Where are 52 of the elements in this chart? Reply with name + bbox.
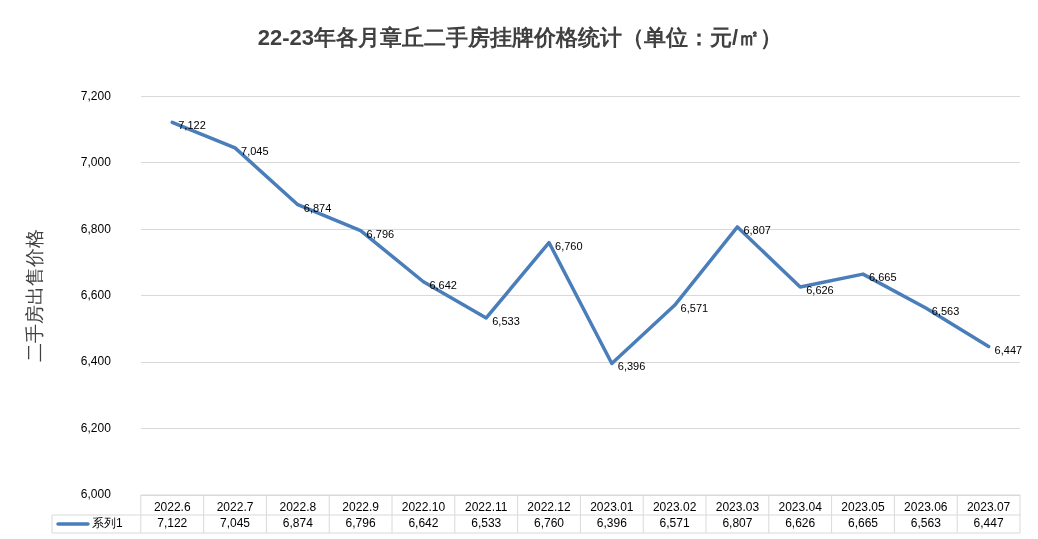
legend-label: 系列1 xyxy=(92,516,123,531)
text: 6,533 xyxy=(492,314,520,327)
x-tick-label: 2023.04 xyxy=(778,499,823,514)
y-tick-label: 6,000 xyxy=(80,487,112,502)
text: 6,571 xyxy=(680,302,709,315)
text: 7,122 xyxy=(178,119,206,132)
x-tick-label: 2022.11 xyxy=(464,499,508,514)
x-tick-label: 2023.01 xyxy=(590,499,634,514)
y-tick-label: 7,200 xyxy=(80,88,112,103)
data-label: 6,665 xyxy=(847,516,879,531)
y-axis-title: 二手房出售价格 xyxy=(23,229,45,363)
data-label: 7,122 xyxy=(157,516,188,531)
data-label: 6,447 xyxy=(973,516,1004,531)
data-label: 6,760 xyxy=(534,516,565,531)
text: 6,396 xyxy=(617,360,646,373)
text: 6,447 xyxy=(994,343,1023,356)
text: 6,796 xyxy=(366,227,395,240)
x-tick-label: 2022.10 xyxy=(401,499,446,514)
text: 6,760 xyxy=(555,239,583,252)
data-label: 6,571 xyxy=(659,516,690,531)
text: 6,626 xyxy=(806,284,834,297)
x-tick-label: 2022.12 xyxy=(527,499,572,514)
data-label: 6,807 xyxy=(722,516,753,531)
y-tick-label: 6,400 xyxy=(80,354,112,369)
data-label: 6,396 xyxy=(596,516,628,531)
data-label: 6,533 xyxy=(471,516,502,531)
x-tick-label: 2023.07 xyxy=(966,499,1011,514)
text: 6,665 xyxy=(869,271,897,284)
text: 6,642 xyxy=(429,278,457,291)
data-label: 6,626 xyxy=(785,516,816,531)
text: 6,563 xyxy=(931,305,960,318)
text: 6,874 xyxy=(303,201,332,214)
x-tick-label: 2023.05 xyxy=(841,499,886,514)
data-label: 6,642 xyxy=(408,516,439,531)
data-label: 7,045 xyxy=(220,516,251,531)
x-tick-label: 2022.6 xyxy=(153,499,191,514)
text: 7,045 xyxy=(241,144,269,157)
data-label: 6,796 xyxy=(345,516,376,531)
data-label: 6,563 xyxy=(910,516,942,531)
x-tick-label: 2022.9 xyxy=(342,499,380,514)
text: 6,807 xyxy=(743,223,771,236)
y-tick-label: 6,200 xyxy=(80,420,112,435)
x-tick-label: 2022.7 xyxy=(216,499,254,514)
x-tick-label: 2023.06 xyxy=(904,499,948,514)
y-tick-label: 6,800 xyxy=(80,221,112,236)
chart-title: 22-23年各月章丘二手房挂牌价格统计（单位：元/㎡） xyxy=(257,25,783,51)
x-tick-label: 2022.8 xyxy=(279,499,317,514)
x-tick-label: 2023.02 xyxy=(652,499,697,514)
y-tick-label: 7,000 xyxy=(80,155,112,170)
data-label: 6,874 xyxy=(282,516,314,531)
x-tick-label: 2023.03 xyxy=(715,499,760,514)
y-tick-label: 6,600 xyxy=(80,288,112,303)
